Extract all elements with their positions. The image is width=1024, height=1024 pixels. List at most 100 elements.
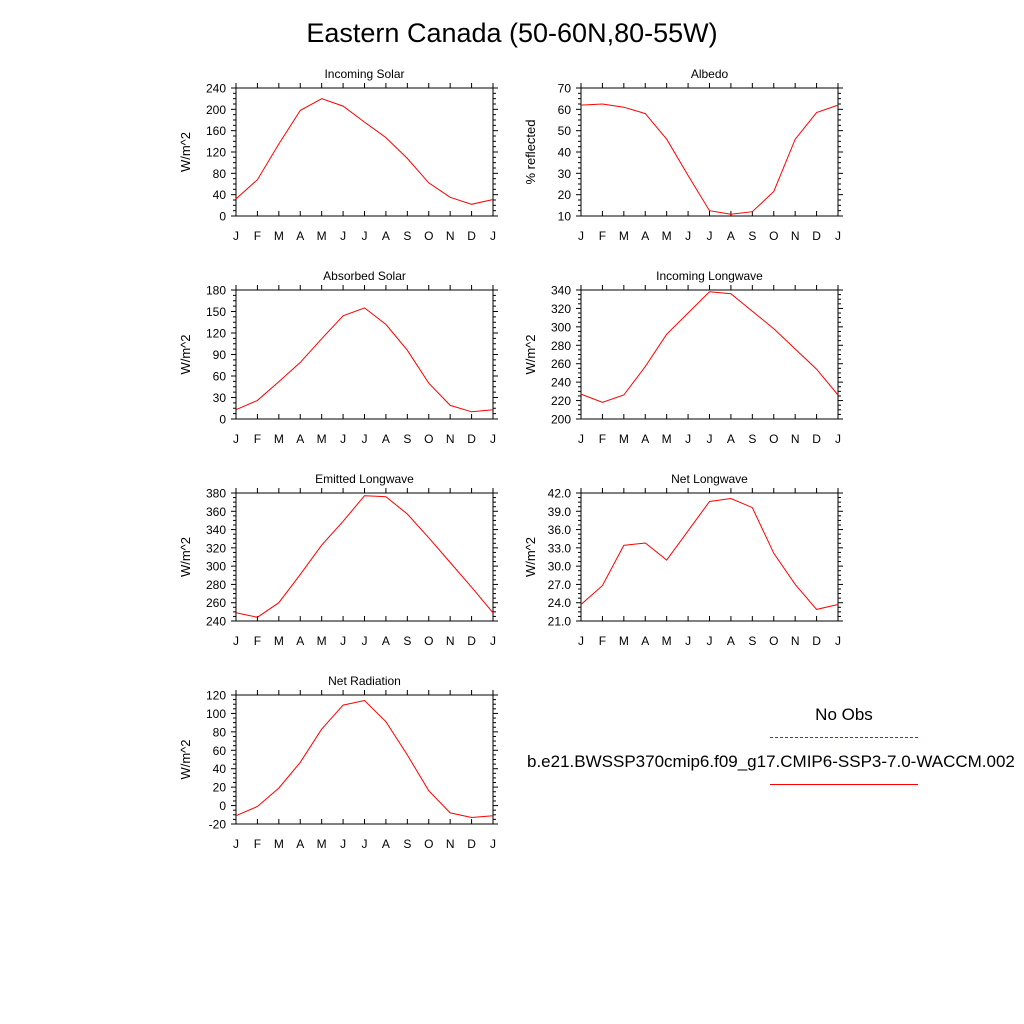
x-tick-label: J <box>233 229 239 243</box>
y-tick-label: 40 <box>558 146 572 160</box>
y-tick-label: 50 <box>558 124 572 138</box>
x-tick-label: S <box>403 837 411 851</box>
series-line <box>235 98 494 205</box>
y-tick-label: 60 <box>558 103 572 117</box>
y-axis-label: W/m^2 <box>523 537 538 577</box>
x-tick-label: A <box>296 432 304 446</box>
x-tick-label: J <box>685 432 691 446</box>
x-tick-label: S <box>403 634 411 648</box>
x-tick-label: D <box>467 634 476 648</box>
y-tick-label: 240 <box>206 615 226 629</box>
y-tick-label: 220 <box>551 394 571 408</box>
series-line <box>580 103 839 215</box>
x-tick-label: J <box>362 837 368 851</box>
x-tick-label: O <box>769 432 778 446</box>
x-tick-label: J <box>340 229 346 243</box>
x-tick-label: O <box>424 229 433 243</box>
chart-title: Net Longwave <box>671 472 748 486</box>
y-tick-label: 33.0 <box>548 541 572 555</box>
series-line <box>235 495 494 618</box>
x-tick-label: A <box>382 634 390 648</box>
y-axis-label: W/m^2 <box>178 132 193 172</box>
x-tick-label: J <box>490 229 496 243</box>
y-tick-label: 0 <box>219 210 226 224</box>
y-tick-label: 120 <box>206 327 226 341</box>
y-tick-label: 150 <box>206 305 226 319</box>
x-tick-label: A <box>296 634 304 648</box>
y-tick-label: 39.0 <box>548 505 572 519</box>
y-tick-label: 30 <box>213 391 227 405</box>
x-tick-label: F <box>599 229 606 243</box>
y-tick-label: 21.0 <box>548 615 572 629</box>
x-tick-label: J <box>340 432 346 446</box>
x-tick-label: M <box>274 837 284 851</box>
x-tick-label: F <box>599 432 606 446</box>
y-tick-label: 120 <box>206 146 226 160</box>
x-tick-label: A <box>641 634 649 648</box>
x-tick-label: J <box>490 432 496 446</box>
series-line <box>580 291 839 403</box>
y-tick-label: 30.0 <box>548 560 572 574</box>
x-tick-label: J <box>578 432 584 446</box>
x-tick-label: M <box>619 229 629 243</box>
x-tick-label: F <box>254 432 261 446</box>
x-tick-label: J <box>233 432 239 446</box>
y-tick-label: 36.0 <box>548 523 572 537</box>
y-tick-label: 24.0 <box>548 596 572 610</box>
x-tick-label: S <box>748 229 756 243</box>
y-tick-label: 42.0 <box>548 487 572 501</box>
x-tick-label: J <box>578 634 584 648</box>
y-axis-label: W/m^2 <box>178 537 193 577</box>
y-tick-label: 0 <box>219 799 226 813</box>
series-line <box>235 699 494 819</box>
x-tick-label: J <box>490 837 496 851</box>
y-tick-label: 60 <box>213 744 227 758</box>
x-tick-label: O <box>424 432 433 446</box>
x-tick-label: J <box>233 837 239 851</box>
x-tick-label: N <box>791 229 800 243</box>
y-tick-label: 260 <box>206 596 226 610</box>
y-tick-label: 280 <box>206 578 226 592</box>
plot-frame <box>580 289 839 420</box>
x-tick-label: M <box>317 432 327 446</box>
x-tick-label: M <box>662 634 672 648</box>
y-tick-label: 60 <box>213 370 227 384</box>
legend-model-line <box>770 784 918 785</box>
plot-frame <box>580 87 839 217</box>
page-title: Eastern Canada (50-60N,80-55W) <box>306 18 718 48</box>
y-tick-label: -20 <box>209 818 227 832</box>
x-tick-label: A <box>382 229 390 243</box>
x-tick-label: O <box>424 837 433 851</box>
x-tick-label: M <box>274 432 284 446</box>
x-tick-label: J <box>362 634 368 648</box>
plot-frame <box>235 694 494 825</box>
x-tick-label: M <box>317 837 327 851</box>
x-tick-label: O <box>424 634 433 648</box>
y-tick-label: 240 <box>551 376 571 390</box>
x-tick-label: A <box>641 432 649 446</box>
y-tick-label: 70 <box>558 82 572 96</box>
y-tick-label: 340 <box>551 284 571 298</box>
x-tick-label: M <box>274 634 284 648</box>
legend-obs-line <box>770 737 918 738</box>
y-tick-label: 20 <box>213 781 227 795</box>
chart-title: Incoming Longwave <box>656 269 763 283</box>
x-tick-label: A <box>727 634 735 648</box>
y-tick-label: 320 <box>206 541 226 555</box>
y-tick-label: 380 <box>206 487 226 501</box>
x-tick-label: A <box>641 229 649 243</box>
plot-frame <box>235 289 494 420</box>
y-tick-label: 40 <box>213 188 227 202</box>
y-tick-label: 200 <box>551 413 571 427</box>
chart-title: Net Radiation <box>328 674 401 688</box>
y-tick-label: 180 <box>206 284 226 298</box>
x-tick-label: J <box>685 229 691 243</box>
series-line <box>235 307 494 413</box>
chart-title: Albedo <box>691 67 729 81</box>
